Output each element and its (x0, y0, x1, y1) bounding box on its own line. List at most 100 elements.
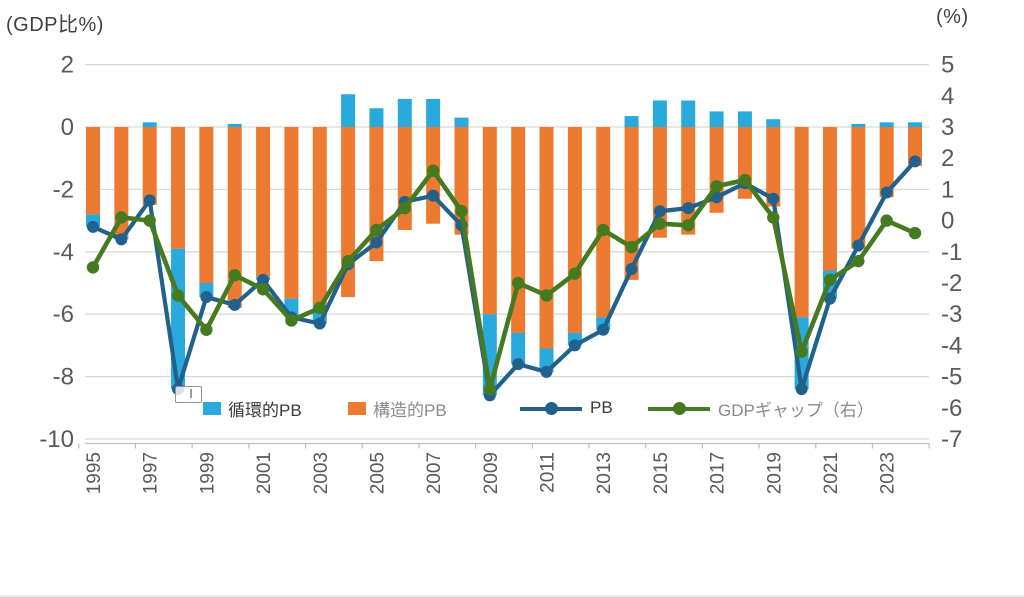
pb-line-swatch (520, 401, 582, 415)
right-tick-label: -7 (941, 426, 962, 453)
pb-point-2019 (767, 192, 780, 205)
year-label-2001: 2001 (254, 452, 275, 494)
gdp-gap-point-2001 (256, 283, 270, 296)
bar-structural-2021 (822, 127, 837, 271)
legend-item-cyclical-pb: 循環的PB (203, 396, 302, 420)
year-label-2023: 2023 (878, 452, 899, 494)
bar-cyclical-2022 (851, 123, 866, 127)
gdp-gap-point-2021 (823, 273, 837, 287)
bar-cyclical-2024 (908, 122, 923, 127)
legend-label-cyclical-pb: 循環的PB (228, 400, 302, 420)
legend-label-pb: PB (590, 398, 613, 417)
bar-cyclical-2007 (426, 98, 441, 127)
gdp-gap-point-2014 (625, 240, 638, 254)
bar-cyclical-2006 (397, 98, 412, 127)
pb-point-2005 (370, 236, 383, 249)
pb-point-2024 (909, 155, 922, 168)
left-tick-label: -10 (39, 426, 74, 453)
year-label-2007: 2007 (424, 452, 445, 494)
left-tick-label: -4 (53, 239, 74, 266)
gdp-gap-point-2007 (426, 164, 440, 177)
gdp-gap-point-2017 (710, 180, 723, 193)
bar-cyclical-2004 (341, 94, 356, 127)
pb-point-2015 (653, 205, 666, 218)
bar-cyclical-2005 (369, 108, 384, 127)
bar-structural-2003 (312, 127, 327, 305)
pb-point-2013 (597, 323, 610, 336)
legend-label-structural-pb: 構造的PB (373, 400, 447, 420)
bar-structural-2011 (539, 127, 554, 349)
bar-structural-1997 (142, 127, 157, 205)
gdp-gap-point-2023 (880, 214, 893, 227)
pb-point-2007 (427, 189, 440, 202)
left-tick-label: 0 (61, 114, 74, 141)
gdp-gap-line (90, 168, 918, 392)
bar-cyclical-2023 (879, 122, 894, 127)
cyclical-pb-swatch (203, 401, 221, 415)
gdp-gap-point-2013 (597, 223, 610, 237)
year-label-2019: 2019 (764, 452, 785, 494)
right-tick-label: 5 (941, 52, 954, 79)
year-label-2005: 2005 (367, 452, 388, 494)
bar-structural-1998 (171, 127, 186, 249)
bar-structural-2023 (879, 127, 894, 198)
gdp-gap-point-1998 (171, 289, 185, 302)
pb-point-2014 (625, 262, 638, 275)
bar-structural-1999 (199, 127, 214, 283)
pb-point-1995 (87, 220, 99, 233)
gdp-gap-point-2009 (483, 382, 497, 396)
gdp-gap-point-1995 (86, 261, 100, 274)
bar-structural-2019 (766, 127, 781, 207)
bar-cyclical-2014 (624, 116, 639, 127)
gdp-gap-point-2005 (370, 223, 383, 237)
right-tick-label: -3 (941, 301, 962, 328)
pb-point-2010 (512, 358, 525, 371)
left-axis-title: (GDP比%) (6, 14, 104, 36)
stray-label-box-artifact (175, 386, 202, 403)
bar-structural-2022 (851, 127, 866, 249)
gdp-gap-point-2004 (341, 254, 355, 268)
year-label-2013: 2013 (594, 452, 615, 494)
gdp-gap-point-2018 (738, 173, 752, 187)
right-tick-label: -5 (941, 364, 962, 391)
right-tick-label: -2 (941, 270, 962, 297)
bar-cyclical-2000 (227, 123, 242, 127)
pb-point-2011 (540, 365, 553, 378)
legend-item-gdp-gap: GDPギャップ（右） (648, 396, 874, 420)
right-tick-label: -6 (941, 395, 962, 422)
gdp-gap-point-1996 (115, 211, 128, 224)
gdp-gap-point-2015 (653, 217, 667, 230)
bar-structural-2024 (908, 127, 923, 166)
left-tick-label: -8 (53, 364, 74, 391)
bar-cyclical-2015 (652, 100, 667, 127)
pb-point-1997 (143, 194, 156, 207)
pb-point-2000 (228, 298, 241, 311)
cropped-text-edge (0, 595, 1024, 597)
gdp-gap-point-2011 (540, 289, 553, 302)
pb-point-2020 (795, 383, 808, 396)
pb-point-2016 (682, 202, 695, 215)
bar-cyclical-2016 (681, 100, 696, 127)
pb-point-2023 (880, 186, 893, 199)
gdp-gap-point-2019 (767, 211, 780, 224)
bar-structural-1995 (86, 127, 100, 215)
right-tick-label: 2 (941, 145, 954, 172)
gdp-gap-point-2012 (568, 267, 582, 280)
legend-item-pb: PB (520, 396, 613, 420)
year-label-2011: 2011 (538, 452, 559, 493)
gdp-gap-point-2006 (398, 201, 411, 215)
legend-label-gdp-gap: GDPギャップ（右） (718, 400, 874, 420)
gdp-gap-point-2000 (228, 269, 241, 282)
bar-structural-2009 (482, 127, 497, 315)
year-label-2021: 2021 (821, 452, 842, 494)
year-label-2015: 2015 (651, 452, 672, 494)
bar-cyclical-2018 (737, 111, 752, 127)
gdp-gap-point-1997 (143, 214, 156, 227)
year-label-2003: 2003 (311, 452, 332, 494)
left-tick-label: -2 (53, 176, 74, 203)
right-axis-title: (%) (936, 6, 969, 28)
year-label-1997: 1997 (141, 452, 162, 494)
year-label-2017: 2017 (708, 452, 729, 494)
right-tick-label: 0 (941, 208, 954, 235)
